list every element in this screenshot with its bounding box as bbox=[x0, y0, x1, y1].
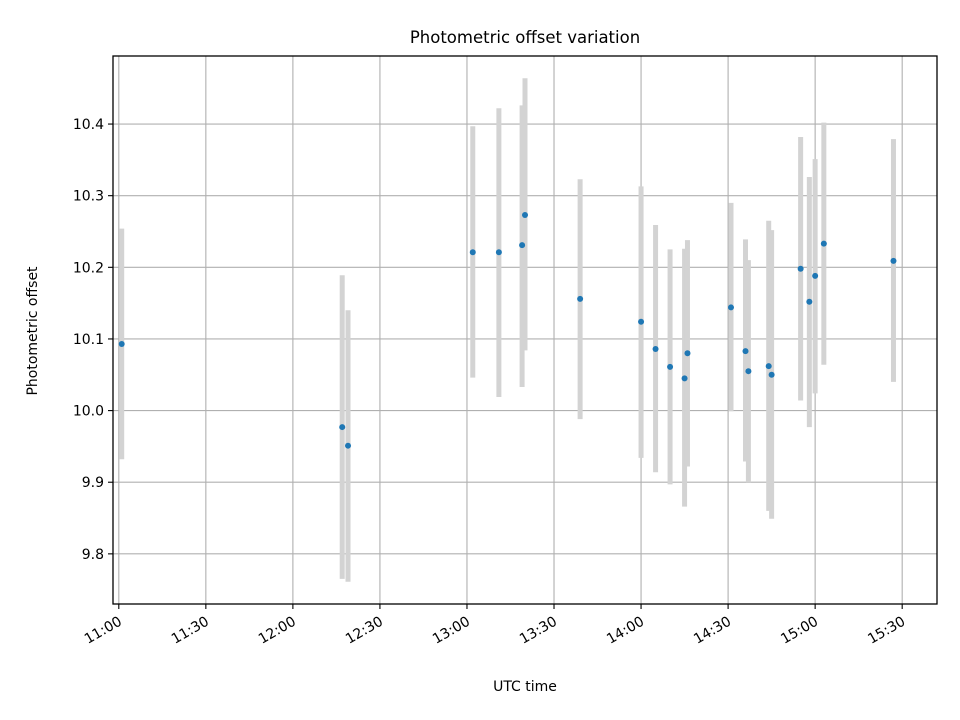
y-tick-label: 10.2 bbox=[73, 260, 104, 276]
data-point bbox=[768, 371, 775, 378]
data-point bbox=[345, 442, 352, 449]
data-point bbox=[812, 272, 819, 279]
y-tick-label: 10.3 bbox=[73, 189, 104, 205]
plot-frame bbox=[112, 55, 938, 605]
x-tick-label: 11:00 bbox=[82, 614, 125, 648]
data-point bbox=[745, 368, 752, 375]
data-point bbox=[577, 295, 584, 302]
data-point bbox=[667, 363, 674, 370]
data-point bbox=[765, 363, 772, 370]
data-point bbox=[339, 424, 346, 431]
y-axis-ticks: 9.8 9.9 10.0 10.1 10.2 10.3 10.4 bbox=[73, 117, 113, 563]
data-point bbox=[742, 348, 749, 355]
data-point bbox=[638, 318, 645, 325]
y-axis-label: Photometric offset bbox=[25, 266, 41, 396]
data-point bbox=[522, 212, 528, 219]
data-point bbox=[118, 340, 125, 347]
x-tick-label: 13:30 bbox=[517, 614, 560, 648]
data-point bbox=[890, 257, 897, 264]
x-axis-label: UTC time bbox=[493, 679, 557, 695]
x-tick-label: 14:00 bbox=[604, 614, 647, 648]
error-bars bbox=[119, 78, 896, 582]
x-tick-label: 14:30 bbox=[691, 614, 734, 648]
data-point bbox=[652, 345, 659, 352]
x-tick-label: 11:30 bbox=[169, 614, 212, 648]
x-tick-label: 15:00 bbox=[778, 614, 821, 648]
y-tick-label: 10.0 bbox=[73, 404, 104, 420]
data-point bbox=[820, 240, 827, 247]
y-tick-label: 10.1 bbox=[73, 332, 104, 348]
y-tick-label: 9.8 bbox=[82, 547, 104, 563]
x-tick-label: 12:00 bbox=[256, 614, 299, 648]
data-point bbox=[519, 242, 526, 249]
data-point bbox=[684, 350, 691, 357]
x-tick-label: 12:30 bbox=[343, 614, 386, 648]
chart-title: Photometric offset variation bbox=[410, 28, 640, 47]
data-point bbox=[495, 249, 502, 256]
x-tick-label: 15:30 bbox=[865, 614, 908, 648]
data-point bbox=[806, 298, 813, 305]
y-tick-label: 9.9 bbox=[82, 475, 104, 491]
data-points bbox=[118, 212, 897, 449]
x-tick-label: 13:00 bbox=[430, 614, 473, 648]
data-point bbox=[681, 375, 688, 382]
data-point bbox=[797, 265, 804, 272]
x-axis-ticks: 11:00 11:30 12:00 12:30 13:00 13:30 14:00 14:30… bbox=[82, 604, 908, 648]
data-point bbox=[469, 249, 476, 256]
data-point bbox=[728, 304, 734, 311]
y-tick-label: 10.4 bbox=[73, 117, 104, 133]
